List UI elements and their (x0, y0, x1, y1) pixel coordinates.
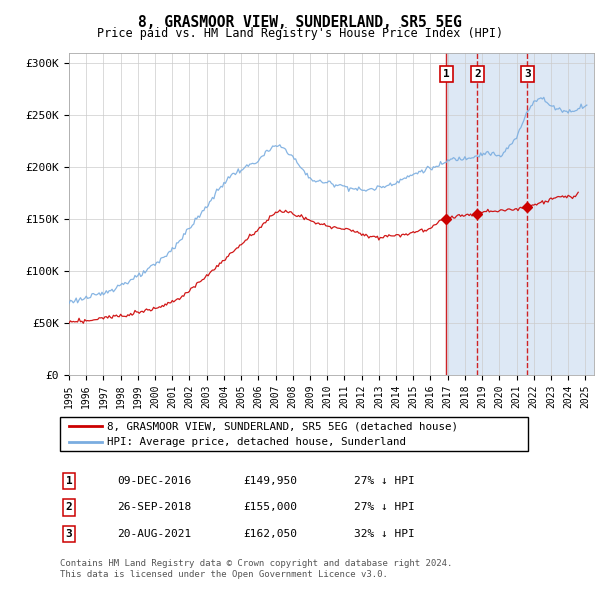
Bar (446, 53, 594, 375)
Text: £149,950: £149,950 (243, 476, 297, 486)
Text: £155,000: £155,000 (243, 503, 297, 512)
Text: Contains HM Land Registry data © Crown copyright and database right 2024.: Contains HM Land Registry data © Crown c… (60, 559, 452, 568)
Text: 1: 1 (65, 476, 73, 486)
Text: 8, GRASMOOR VIEW, SUNDERLAND, SR5 5EG: 8, GRASMOOR VIEW, SUNDERLAND, SR5 5EG (138, 15, 462, 30)
Text: 3: 3 (65, 529, 73, 539)
Text: 2: 2 (65, 503, 73, 512)
Text: 32% ↓ HPI: 32% ↓ HPI (354, 529, 415, 539)
Text: This data is licensed under the Open Government Licence v3.0.: This data is licensed under the Open Gov… (60, 571, 388, 579)
Text: 2: 2 (474, 69, 481, 79)
Text: 09-DEC-2016: 09-DEC-2016 (117, 476, 191, 486)
Text: 8, GRASMOOR VIEW, SUNDERLAND, SR5 5EG (detached house): 8, GRASMOOR VIEW, SUNDERLAND, SR5 5EG (d… (107, 421, 458, 431)
Text: 26-SEP-2018: 26-SEP-2018 (117, 503, 191, 512)
Text: £162,050: £162,050 (243, 529, 297, 539)
Text: 20-AUG-2021: 20-AUG-2021 (117, 529, 191, 539)
Text: 1: 1 (443, 69, 450, 79)
Text: 27% ↓ HPI: 27% ↓ HPI (354, 503, 415, 512)
Text: 3: 3 (524, 69, 531, 79)
Text: 27% ↓ HPI: 27% ↓ HPI (354, 476, 415, 486)
Text: HPI: Average price, detached house, Sunderland: HPI: Average price, detached house, Sund… (107, 437, 406, 447)
Text: Price paid vs. HM Land Registry's House Price Index (HPI): Price paid vs. HM Land Registry's House … (97, 27, 503, 40)
